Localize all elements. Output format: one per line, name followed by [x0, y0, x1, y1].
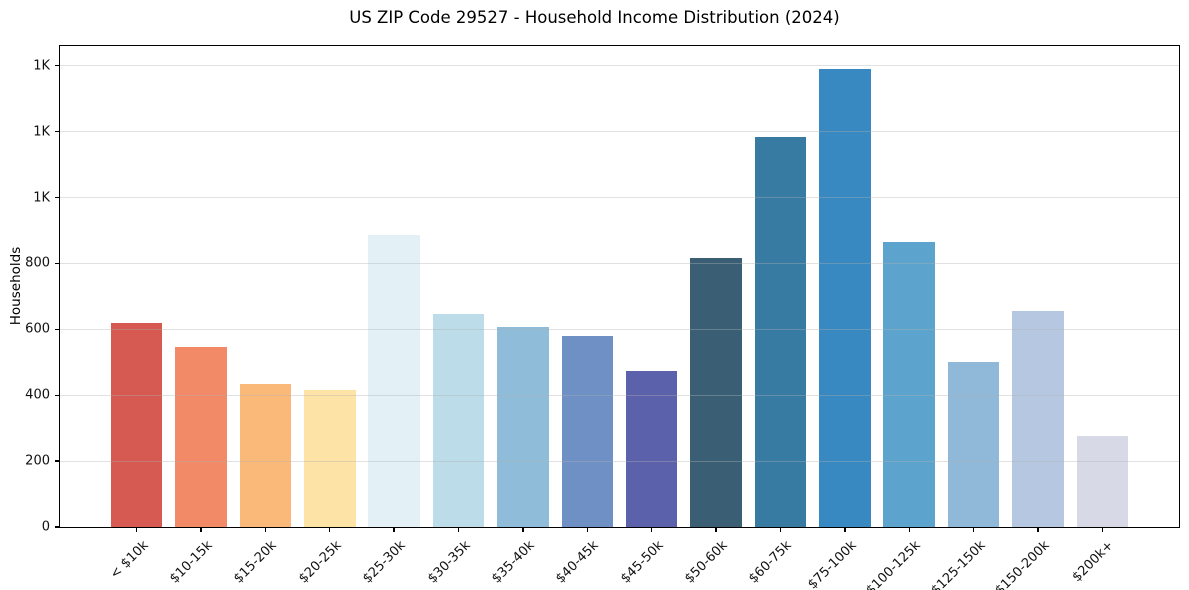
x-tick-label: $100-125k [863, 538, 924, 590]
x-tick-label: $15-20k [231, 538, 280, 587]
bar-9 [625, 370, 678, 527]
x-tick-label: $10-15k [167, 538, 216, 587]
x-tick-label: $30-35k [424, 538, 474, 587]
x-tick-label: $40-45k [553, 538, 602, 587]
x-tick-label: $125-150k [928, 538, 989, 590]
x-tick-label: $200k+ [1069, 538, 1117, 586]
x-tick-mark [715, 527, 717, 532]
x-axis-ticks: < $10k $10-15k $15-20k $20-25k $25-30k $30-35… [60, 46, 1179, 590]
bar-2 [175, 346, 227, 527]
bar-8 [561, 335, 614, 527]
y-tick-label: 400 [25, 387, 50, 403]
bar-15 [1012, 310, 1064, 527]
bar-16 [1076, 436, 1129, 527]
x-tick-mark [844, 527, 846, 532]
x-tick-mark [1101, 527, 1104, 532]
y-tick-mark [55, 262, 60, 265]
bar-14 [947, 361, 1000, 527]
y-tick-mark [55, 460, 60, 462]
y-tick-mark [55, 65, 60, 67]
y-axis-ticks: 0 200 400 600 800 1K 1K 1K [25, 46, 1179, 535]
chart-title: US ZIP Code 29527 - Household Income Dis… [349, 8, 840, 27]
x-tick-mark [972, 527, 975, 532]
x-tick-mark [650, 527, 653, 532]
bars-layer [60, 46, 1179, 527]
x-tick-label: $60-75k [746, 538, 796, 587]
x-tick-mark [586, 527, 588, 532]
bar-3 [239, 384, 292, 527]
y-tick-mark [55, 394, 60, 396]
bar-11 [754, 136, 807, 527]
x-tick-label: $50-60k [682, 538, 731, 587]
x-tick-label: $150-200k [992, 538, 1053, 590]
y-tick-label: 600 [25, 321, 50, 337]
bar-1 [110, 322, 163, 527]
x-tick-mark [779, 527, 782, 532]
y-tick-mark [55, 526, 60, 528]
x-tick-label: $35-40k [489, 538, 538, 587]
x-tick-label: $25-30k [360, 538, 409, 587]
x-tick-label: $20-25k [295, 538, 345, 587]
bar-5 [368, 235, 420, 527]
bar-7 [497, 326, 549, 527]
y-tick-label: 800 [25, 255, 50, 271]
bar-12 [819, 69, 871, 527]
y-axis-label: Households [8, 246, 24, 326]
plot-area: 0 200 400 600 800 1K 1K 1K < $10k $10-15k $15-20k… [25, 45, 1180, 590]
x-tick-label: $75-100k [805, 538, 860, 590]
bar-10 [690, 257, 742, 527]
x-tick-mark [1037, 527, 1039, 532]
x-tick-mark [393, 527, 395, 532]
y-tick-mark [55, 328, 60, 331]
y-tick-label: 1K [33, 58, 50, 74]
y-tick-label: 200 [25, 453, 50, 469]
x-tick-mark [457, 527, 460, 532]
x-tick-mark [522, 527, 524, 532]
bar-13 [883, 241, 935, 527]
x-tick-label: < $10k [107, 538, 152, 583]
x-tick-mark [264, 527, 267, 532]
y-tick-mark [55, 196, 60, 199]
x-tick-mark [908, 527, 910, 532]
y-tick-label: 1K [33, 124, 50, 140]
x-tick-mark [329, 527, 331, 532]
x-tick-mark [135, 527, 138, 532]
bar-4 [304, 390, 356, 527]
x-tick-mark [200, 527, 202, 532]
bar-6 [432, 314, 485, 527]
y-tick-label: 0 [41, 519, 50, 535]
y-tick-mark [55, 130, 60, 133]
x-tick-label: $45-50k [617, 538, 667, 587]
y-tick-label: 1K [33, 190, 50, 206]
